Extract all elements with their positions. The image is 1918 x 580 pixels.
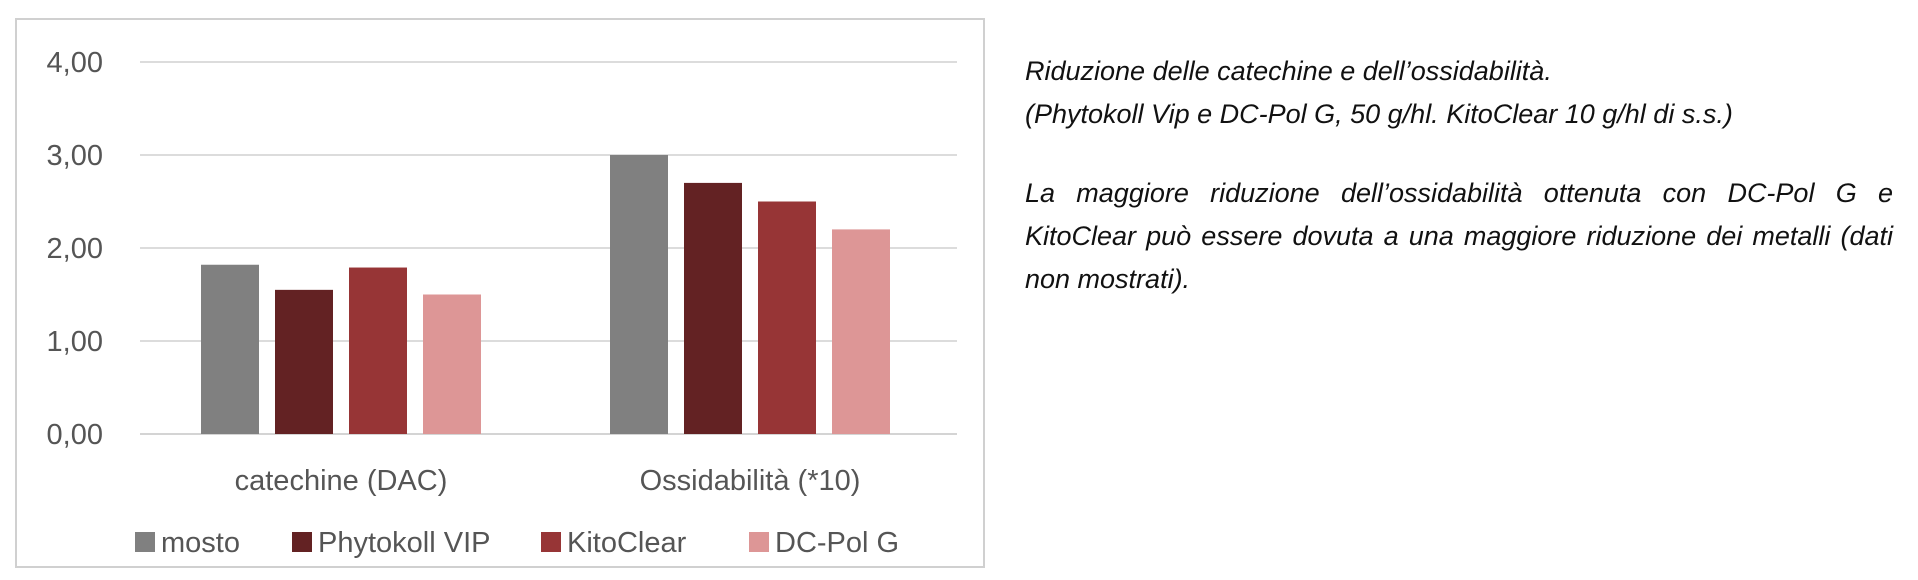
legend-swatch: [135, 532, 155, 552]
legend-swatch: [541, 532, 561, 552]
legend-swatch: [292, 532, 312, 552]
bar: [201, 264, 259, 434]
bar: [684, 182, 742, 434]
y-tick-label: 3,00: [47, 140, 103, 172]
notes-title-line1: Riduzione delle catechine e dell’ossidab…: [1025, 56, 1552, 86]
x-category-label: Ossidabilità (*10): [640, 465, 861, 497]
bar: [423, 294, 481, 434]
bar: [832, 229, 890, 434]
legend-label: Phytokoll VIP: [318, 527, 490, 559]
bars: [201, 155, 890, 434]
legend-label: DC-Pol G: [775, 527, 899, 559]
bar: [275, 289, 333, 434]
y-tick-label: 4,00: [47, 47, 103, 79]
notes-title-line2: (Phytokoll Vip e DC-Pol G, 50 g/hl. Kito…: [1025, 99, 1733, 129]
y-tick-label: 0,00: [47, 419, 103, 451]
notes-body: La maggiore riduzione dell’ossidabilità …: [1025, 178, 1893, 294]
legend-label: KitoClear: [567, 527, 687, 559]
chart-panel: 0,00 1,00 2,00 3,00 4,00 catechine (DAC) Ossi…: [15, 18, 985, 568]
bar: [758, 201, 816, 434]
bar: [349, 267, 407, 434]
y-axis-ticks: 0,00 1,00 2,00 3,00 4,00: [47, 47, 103, 451]
notes-text: Riduzione delle catechine e dell’ossidab…: [1025, 50, 1893, 301]
legend-label: mosto: [161, 527, 240, 559]
bar-chart: 0,00 1,00 2,00 3,00 4,00 catechine (DAC) Ossi…: [47, 47, 957, 559]
y-tick-label: 1,00: [47, 326, 103, 358]
y-tick-label: 2,00: [47, 233, 103, 265]
legend-swatch: [749, 532, 769, 552]
legend: mosto Phytokoll VIP KitoClear DC-Pol G: [135, 527, 899, 559]
bar: [610, 155, 668, 434]
x-category-label: catechine (DAC): [235, 465, 448, 497]
x-axis-categories: catechine (DAC) Ossidabilità (*10): [235, 465, 861, 497]
